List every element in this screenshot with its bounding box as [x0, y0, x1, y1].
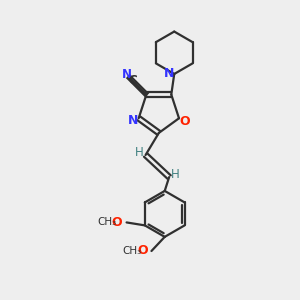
Text: H: H [171, 168, 180, 181]
Text: O: O [179, 115, 190, 128]
Text: O: O [137, 244, 148, 257]
Text: CH₃: CH₃ [97, 218, 116, 227]
Text: N: N [122, 68, 132, 81]
Text: CH₃: CH₃ [122, 246, 142, 256]
Text: H: H [135, 146, 143, 159]
Text: O: O [112, 216, 122, 229]
Text: N: N [164, 68, 174, 80]
Text: N: N [128, 114, 139, 127]
Text: C: C [129, 74, 137, 87]
